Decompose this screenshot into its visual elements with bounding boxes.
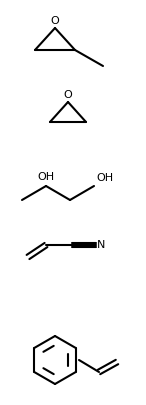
Text: OH: OH — [96, 173, 113, 183]
Text: O: O — [64, 90, 72, 100]
Text: O: O — [51, 16, 59, 26]
Text: N: N — [97, 240, 105, 250]
Text: OH: OH — [37, 172, 55, 182]
